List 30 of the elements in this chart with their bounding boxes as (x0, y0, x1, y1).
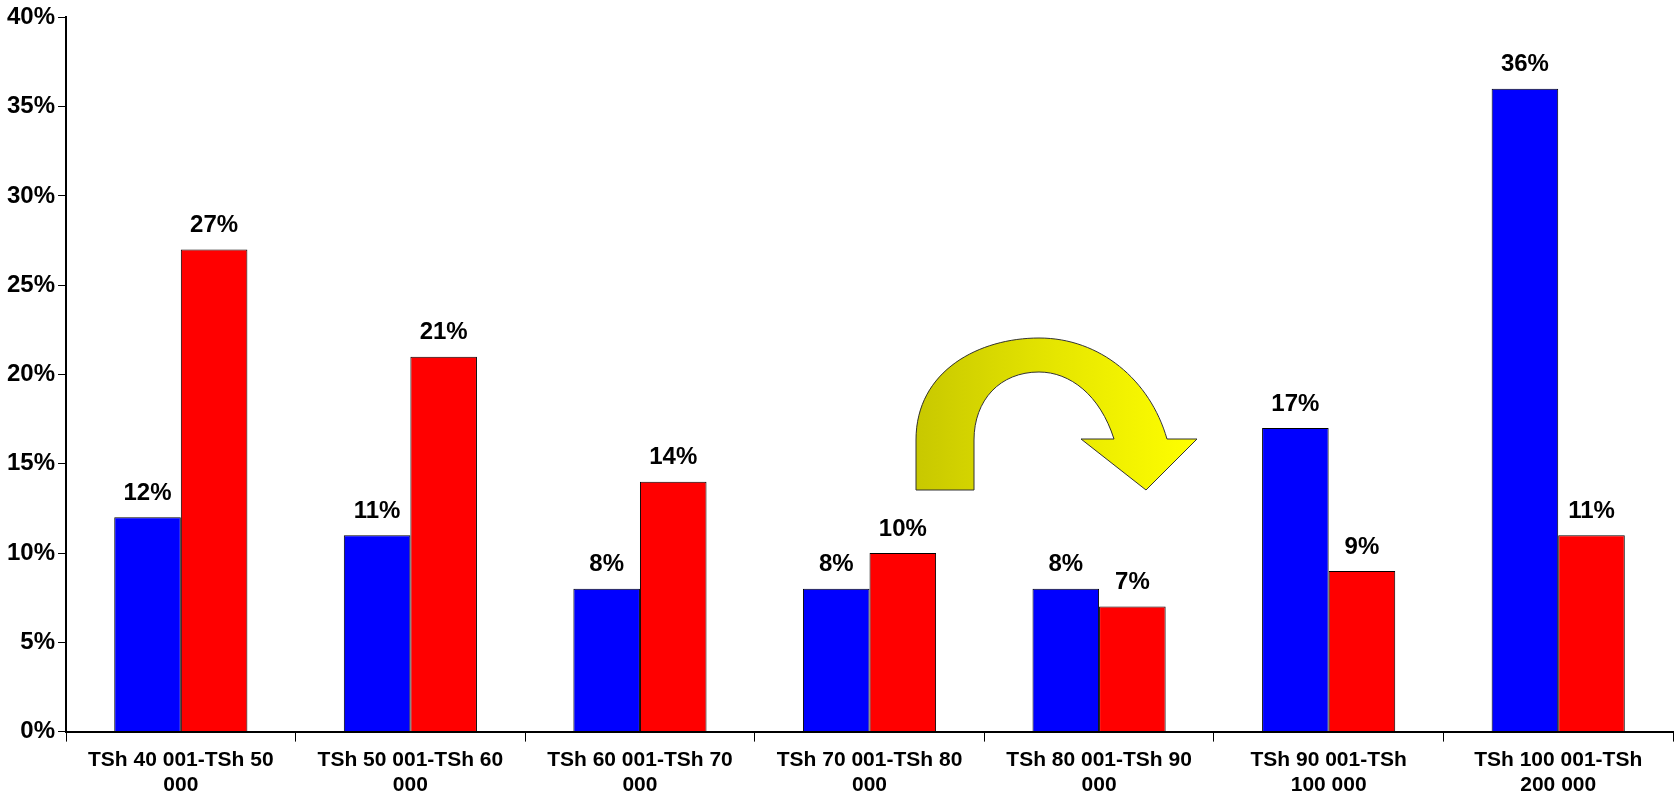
data-label: 14% (649, 442, 698, 470)
y-tick-label: 35% (6, 91, 56, 119)
data-label: 8% (1048, 549, 1084, 577)
y-tick-label: 5% (20, 626, 56, 654)
data-label: 11% (1568, 495, 1615, 523)
x-tick-label: TSh 50 001-TSh 60 000 (317, 747, 504, 796)
x-tick-label: TSh 100 001-TSh 200 000 (1474, 747, 1643, 796)
data-label: 8% (589, 549, 625, 577)
y-tick-label: 25% (6, 269, 56, 297)
y-tick-label: 10% (6, 537, 56, 565)
y-tick-label: 30% (6, 180, 56, 208)
data-label: 9% (1344, 531, 1380, 559)
y-tick-label: 15% (6, 448, 56, 476)
data-label: 12% (123, 477, 172, 505)
data-label: 11% (353, 495, 401, 523)
data-label: 27% (190, 210, 239, 238)
data-label: 7% (1115, 567, 1150, 595)
x-tick-label: TSh 60 001-TSh 70 000 (547, 747, 733, 796)
x-tick-label: TSh 40 001-TSh 50 000 (88, 747, 274, 796)
data-label: 21% (419, 317, 468, 345)
y-tick-label: 0% (20, 716, 56, 744)
x-tick-label: TSh 80 001-TSh 90 000 (1006, 747, 1192, 796)
data-label: 17% (1271, 388, 1320, 416)
data-label: 36% (1500, 49, 1549, 77)
x-tick-label: TSh 90 001-TSh 100 000 (1250, 747, 1407, 796)
x-tick-label: TSh 70 001-TSh 80 000 (776, 747, 963, 796)
data-label: 10% (878, 513, 927, 541)
y-tick-label: 40% (6, 2, 56, 30)
y-tick-label: 20% (6, 359, 56, 387)
data-label: 8% (818, 549, 854, 577)
